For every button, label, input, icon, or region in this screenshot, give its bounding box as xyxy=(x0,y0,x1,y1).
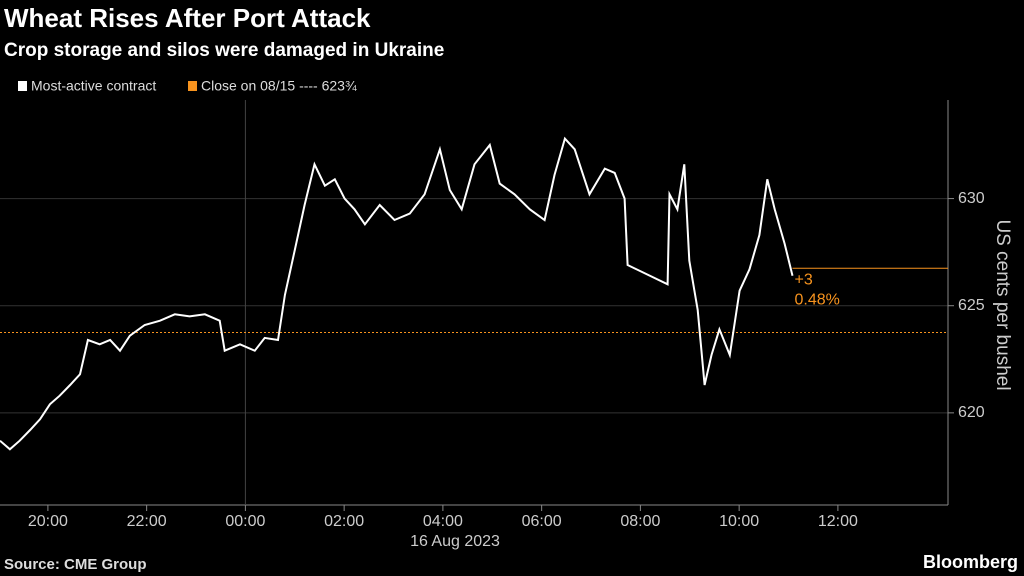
x-sublabel: 16 Aug 2023 xyxy=(410,533,500,550)
x-tick-label: 12:00 xyxy=(818,513,858,530)
x-tick-label: 02:00 xyxy=(324,513,364,530)
legend-label: Most-active contract xyxy=(31,78,156,94)
legend-label: Close on 08/15 ---- 623¾ xyxy=(201,78,357,94)
price-line xyxy=(0,136,794,451)
legend-swatch xyxy=(188,81,197,91)
y-tick-label: 620 xyxy=(958,404,985,421)
legend-swatch xyxy=(18,81,27,91)
x-tick-label: 10:00 xyxy=(719,513,759,530)
y-tick-label: 630 xyxy=(958,190,985,207)
x-tick-label: 08:00 xyxy=(620,513,660,530)
x-tick-label: 22:00 xyxy=(127,513,167,530)
chart-title: Wheat Rises After Port Attack xyxy=(4,3,371,33)
change-annotation: 0.48% xyxy=(794,291,839,308)
y-tick-label: 625 xyxy=(958,297,985,314)
source: Source: CME Group xyxy=(4,556,147,573)
x-tick-label: 04:00 xyxy=(423,513,463,530)
chart-subtitle: Crop storage and silos were damaged in U… xyxy=(4,40,444,61)
brand: Bloomberg xyxy=(923,552,1018,572)
x-tick-label: 20:00 xyxy=(28,513,68,530)
change-annotation: +3 xyxy=(794,271,812,288)
y-axis-label: US cents per bushel xyxy=(992,219,1013,390)
x-tick-label: 06:00 xyxy=(522,513,562,530)
x-tick-label: 00:00 xyxy=(225,513,265,530)
